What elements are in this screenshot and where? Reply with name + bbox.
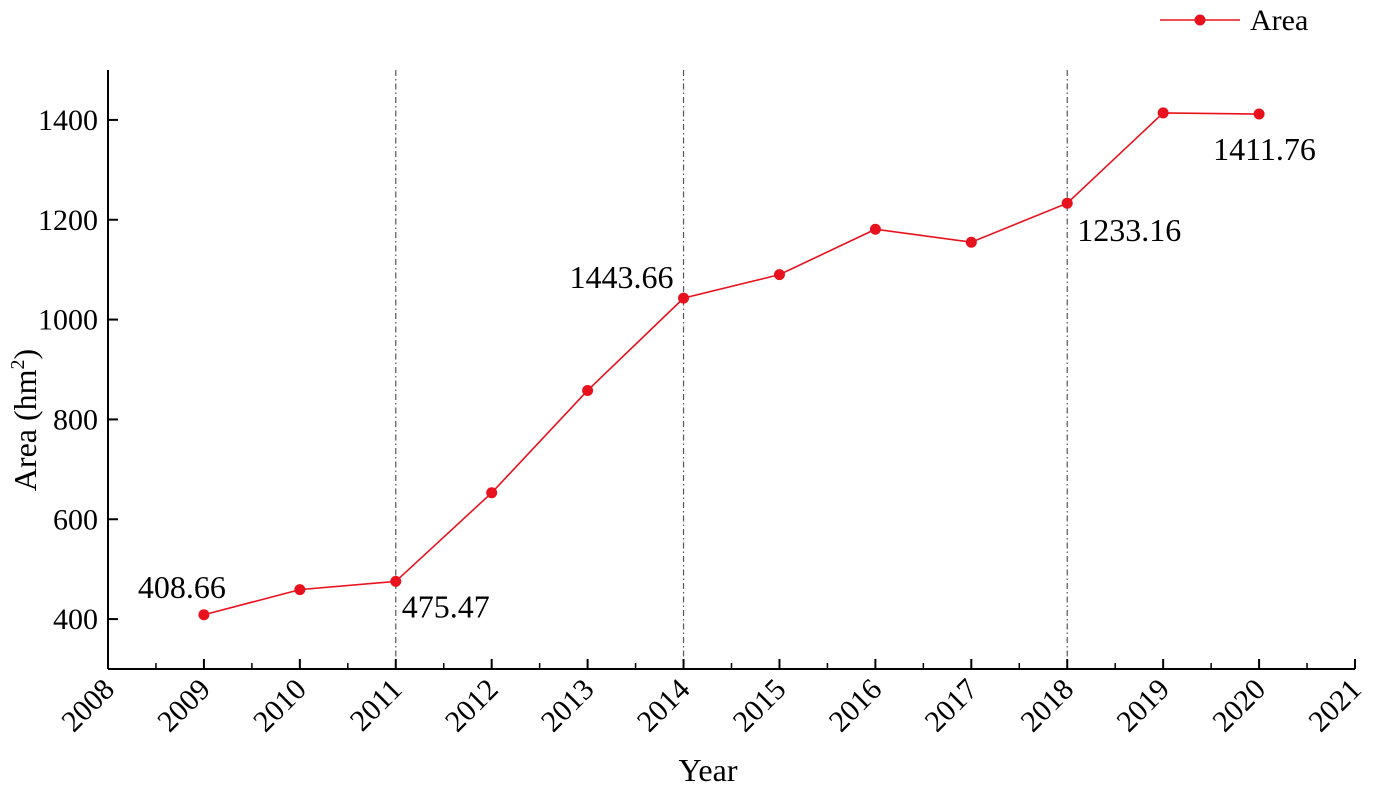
data-label: 1443.66 [570,259,674,295]
y-tick-label: 800 [53,403,98,436]
y-tick-label: 1200 [38,204,98,237]
y-axis-title: Area (hm2) [7,349,43,491]
x-tick-label: 2016 [823,673,889,739]
data-point [773,269,785,281]
x-tick-label: 2020 [1206,673,1272,739]
data-label: 1233.16 [1077,212,1181,248]
x-tick-label: 2019 [1110,673,1176,739]
data-point [1157,107,1169,119]
y-tick-label: 600 [53,503,98,536]
x-tick-label: 2021 [1302,673,1368,739]
data-point [1061,197,1073,209]
x-tick-label: 2013 [535,673,601,739]
data-label: 475.47 [402,588,490,624]
x-tick-label: 2014 [631,673,697,739]
x-tick-label: 2015 [727,673,793,739]
data-point [294,584,306,596]
y-tick-label: 1400 [38,104,98,137]
legend-marker [1194,14,1206,26]
reference-lines [395,70,1068,669]
x-axis-title: Year [679,752,738,788]
data-point [582,384,594,396]
data-point [965,236,977,248]
data-point [678,292,690,304]
series-layer [198,107,1265,621]
x-tick-label: 2010 [247,673,313,739]
series-line [203,112,1260,616]
y-tick-label: 400 [53,603,98,636]
x-tick-label: 2009 [151,673,217,739]
y-tick-label: 1000 [38,304,98,337]
data-point [390,575,402,587]
x-tick-label: 2018 [1014,673,1080,739]
data-label: 408.66 [138,569,226,605]
data-point [486,487,498,499]
x-tick-label: 2017 [918,673,984,739]
legend-label: Area [1250,4,1308,37]
data-point [869,223,881,235]
data-point [198,609,210,621]
data-point [1253,108,1265,120]
x-tick-label: 2012 [439,673,505,739]
data-label: 1411.76 [1213,131,1316,167]
annotations-layer: 408.66 475.47 1443.66 1233.16 1411.76 [138,131,1316,624]
axes: 400 600 800 1000 1200 1400 2008 2009 2010 2011 201… [7,70,1368,788]
legend: Area [1160,4,1308,37]
x-tick-label: 2011 [344,673,409,738]
x-tick-label: 2008 [55,673,121,739]
